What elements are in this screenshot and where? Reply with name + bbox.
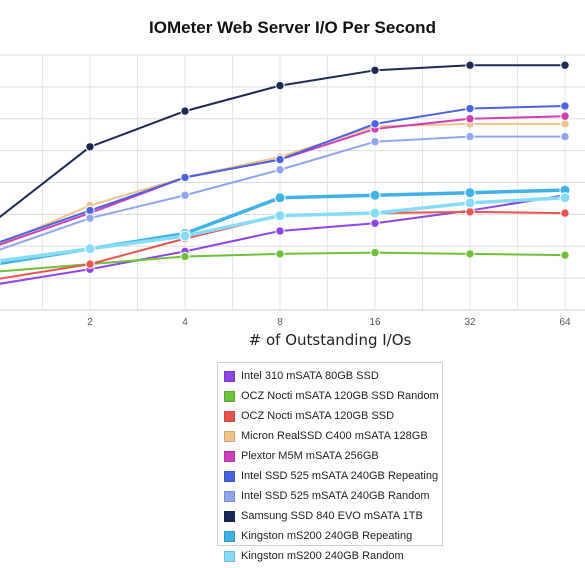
legend-label: Samsung SSD 840 EVO mSATA 1TB xyxy=(241,510,423,522)
data-point xyxy=(275,249,285,259)
legend-swatch xyxy=(224,410,235,422)
data-point xyxy=(465,103,475,114)
data-point xyxy=(85,213,95,223)
legend-item: Micron RealSSD C400 mSATA 128GB xyxy=(224,426,442,446)
legend-label: Intel SSD 525 mSATA 240GB Random xyxy=(241,490,430,502)
data-point xyxy=(180,172,190,183)
data-point xyxy=(179,230,191,242)
legend-item: Intel SSD 525 mSATA 240GB Random xyxy=(224,486,442,506)
legend-label: Plextor M5M mSATA 256GB xyxy=(241,450,379,462)
data-point xyxy=(85,142,95,152)
legend-label: Micron RealSSD C400 mSATA 128GB xyxy=(241,430,428,442)
legend-swatch xyxy=(224,530,235,542)
data-point xyxy=(560,131,570,142)
legend-label: OCZ Nocti mSATA 120GB SSD xyxy=(241,410,395,422)
x-tick-label: 8 xyxy=(277,317,283,328)
legend-item: Kingston mS200 240GB Random xyxy=(224,546,442,566)
data-point xyxy=(560,250,570,260)
data-point xyxy=(275,80,285,91)
data-point xyxy=(180,106,190,116)
legend-swatch xyxy=(224,430,235,442)
legend-label: Intel SSD 525 mSATA 240GB Repeating xyxy=(241,470,439,482)
data-point xyxy=(559,192,571,204)
data-point xyxy=(274,192,286,204)
data-point xyxy=(464,187,476,199)
data-point xyxy=(370,218,380,229)
data-point xyxy=(465,114,475,124)
data-point xyxy=(85,259,95,269)
line-chart: 2 4 8 16 32 64 xyxy=(0,54,585,328)
x-tick-label: 2 xyxy=(87,317,93,328)
data-point xyxy=(370,65,380,76)
data-point xyxy=(465,249,475,259)
data-point xyxy=(560,111,570,121)
chart-title: IOMeter Web Server I/O Per Second xyxy=(149,18,436,37)
data-point xyxy=(465,207,475,217)
legend-item: Intel SSD 525 mSATA 240GB Repeating xyxy=(224,466,442,486)
legend-item: OCZ Nocti mSATA 120GB SSD Random xyxy=(224,386,442,406)
legend-label: Kingston mS200 240GB Repeating xyxy=(241,530,413,542)
x-tick-label: 64 xyxy=(559,317,571,328)
legend-label: OCZ Nocti mSATA 120GB SSD Random xyxy=(241,390,439,402)
data-point xyxy=(370,137,380,147)
legend: Intel 310 mSATA 80GB SSD OCZ Nocti mSATA … xyxy=(217,362,443,562)
legend-swatch xyxy=(224,370,235,382)
data-point xyxy=(370,119,380,129)
legend-swatch xyxy=(224,510,235,522)
data-point xyxy=(180,251,190,262)
legend-label: Kingston mS200 240GB Random xyxy=(241,550,404,562)
legend-item: Plextor M5M mSATA 256GB xyxy=(224,446,442,466)
legend-item: OCZ Nocti mSATA 120GB SSD xyxy=(224,406,442,426)
x-tick-label: 32 xyxy=(464,317,476,328)
x-tick-label: 16 xyxy=(369,317,381,328)
legend-swatch xyxy=(224,550,235,562)
data-point xyxy=(369,207,381,219)
legend-swatch xyxy=(224,390,235,402)
data-point xyxy=(180,190,190,200)
data-point xyxy=(275,154,285,165)
data-point xyxy=(560,101,570,111)
data-point xyxy=(274,210,286,222)
data-point xyxy=(560,119,570,129)
data-point xyxy=(275,226,285,236)
data-point xyxy=(370,247,380,258)
data-point xyxy=(369,189,381,201)
data-point xyxy=(465,131,475,142)
legend-swatch xyxy=(224,470,235,482)
data-point xyxy=(464,197,476,209)
legend-label: Intel 310 mSATA 80GB SSD xyxy=(241,370,379,382)
data-point xyxy=(560,60,570,70)
data-point xyxy=(275,165,285,175)
series-line xyxy=(0,105,566,244)
data-point xyxy=(465,60,475,70)
legend-item: Kingston mS200 240GB Repeating xyxy=(224,526,442,546)
legend-swatch xyxy=(224,450,235,462)
data-point xyxy=(84,243,96,255)
legend-swatch xyxy=(224,490,235,502)
x-tick-label: 4 xyxy=(182,317,188,328)
legend-item: Samsung SSD 840 EVO mSATA 1TB xyxy=(224,506,442,526)
x-axis-label: # of Outstanding I/Os xyxy=(248,331,412,349)
legend-item: Intel 310 mSATA 80GB SSD xyxy=(224,366,442,386)
data-point xyxy=(560,208,570,218)
data-point xyxy=(85,205,95,216)
